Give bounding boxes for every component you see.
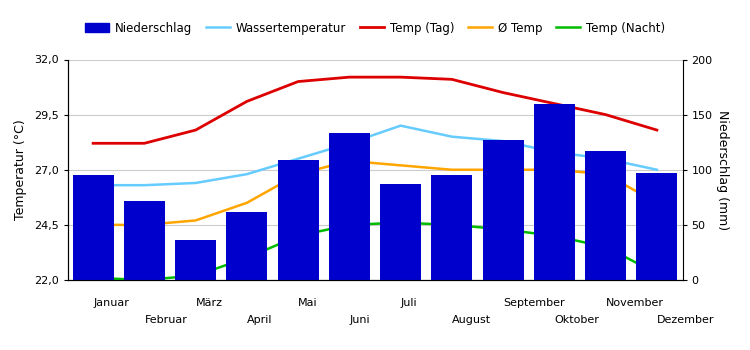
Text: April: April (247, 315, 272, 325)
Bar (124, 201, 165, 280)
Text: Juli: Juli (400, 298, 417, 308)
Bar (73, 175, 114, 280)
Text: November: November (606, 298, 664, 308)
Bar (328, 133, 370, 280)
Bar (636, 173, 677, 280)
Bar (585, 151, 626, 280)
Bar (226, 212, 267, 280)
Text: Oktober: Oktober (554, 315, 599, 325)
Legend: Niederschlag, Wassertemperatur, Temp (Tag), Ø Temp, Temp (Nacht): Niederschlag, Wassertemperatur, Temp (Ta… (80, 17, 670, 39)
Text: März: März (196, 298, 223, 308)
Text: Juni: Juni (350, 315, 370, 325)
Bar (483, 140, 524, 280)
Y-axis label: Temperatur (°C): Temperatur (°C) (13, 119, 27, 220)
Text: Januar: Januar (93, 298, 129, 308)
Text: Februar: Februar (144, 315, 188, 325)
Bar (431, 175, 472, 280)
Bar (175, 240, 216, 280)
Text: Dezember: Dezember (657, 315, 714, 325)
Bar (278, 160, 319, 280)
Bar (380, 184, 422, 280)
Text: Mai: Mai (298, 298, 318, 308)
Text: August: August (452, 315, 491, 325)
Bar (534, 104, 574, 280)
Y-axis label: Niederschlag (mm): Niederschlag (mm) (716, 110, 729, 230)
Text: September: September (503, 298, 565, 308)
